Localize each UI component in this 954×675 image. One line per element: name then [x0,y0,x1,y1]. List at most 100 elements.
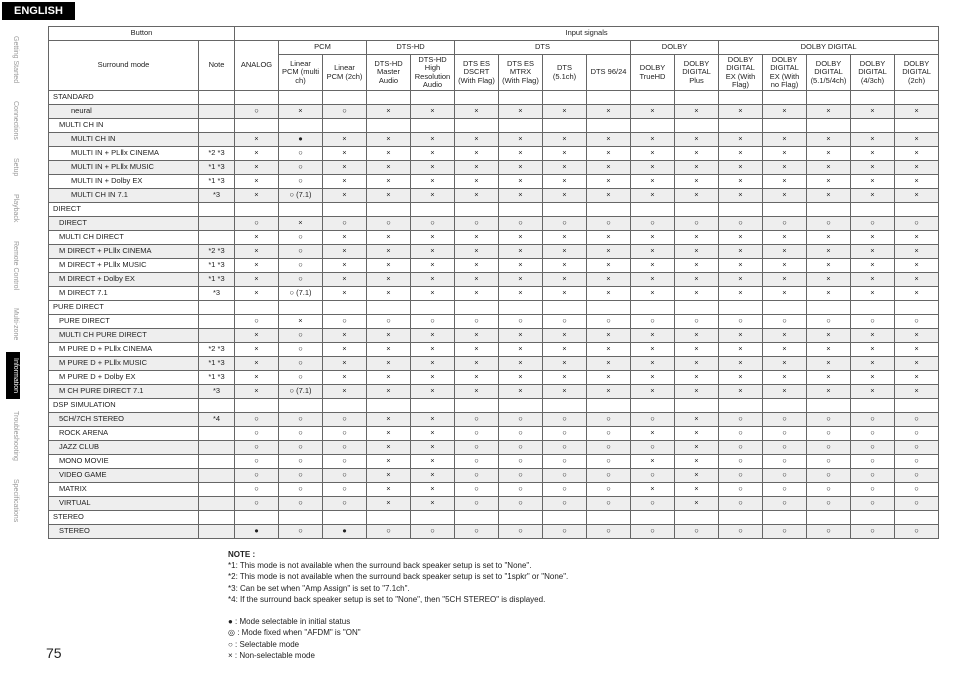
signal-cell: × [455,273,499,287]
mode-label: MULTI IN + PLⅡx MUSIC [49,161,199,175]
note-cell [199,231,235,245]
signal-cell: × [455,287,499,301]
signal-cell: × [323,259,367,273]
signal-cell: × [235,343,279,357]
section-DSP SIMULATION: DSP SIMULATION [49,399,199,413]
note-cell [199,441,235,455]
side-tab-playback[interactable]: Playback [6,188,20,228]
signal-cell: ○ [851,455,895,469]
signal-cell: × [411,371,455,385]
signal-cell: ○ [807,315,851,329]
signal-cell: × [543,105,587,119]
signal-cell: × [411,329,455,343]
signal-cell: × [587,231,631,245]
signal-cell: ○ [895,441,939,455]
mode-label: M DIRECT + PLⅡx MUSIC [49,259,199,273]
signal-cell: × [675,133,719,147]
signal-cell: × [499,245,543,259]
side-tab-getting-started[interactable]: Getting Started [6,30,20,89]
signal-cell: × [367,147,411,161]
signal-cell: ○ [895,413,939,427]
side-tab-troubleshooting[interactable]: Troubleshooting [6,405,20,467]
signal-cell: × [719,357,763,371]
signal-cell: ○ [807,217,851,231]
mode-label: PURE DIRECT [49,315,199,329]
side-tab-specifications[interactable]: Specifications [6,473,20,528]
note-cell: *1 *3 [199,273,235,287]
signal-cell: ○ [895,483,939,497]
signal-cell: ○ [499,315,543,329]
hdr-analog: ANALOG [235,41,279,91]
signal-cell: ○ [719,217,763,231]
side-tab-remote-control[interactable]: Remote Control [6,235,20,296]
mode-label: M DIRECT + Dolby EX [49,273,199,287]
side-tab-connections[interactable]: Connections [6,95,20,146]
signal-cell: × [323,133,367,147]
signal-cell: × [807,259,851,273]
signal-cell: ○ [895,217,939,231]
signal-cell: ○ [851,469,895,483]
signal-cell: ○ [279,469,323,483]
signal-cell: ○ [499,483,543,497]
signal-cell: × [367,105,411,119]
signal-cell: ○ [455,497,499,511]
signal-cell: ○ [895,315,939,329]
mode-label: MULTI IN + PLⅡx CINEMA [49,147,199,161]
notes-block: NOTE :*1: This mode is not available whe… [48,549,936,661]
signal-cell: × [851,189,895,203]
hdr-col-5: DTS-HD Master Audio [367,55,411,91]
signal-cell: × [587,133,631,147]
signal-cell: × [367,189,411,203]
signal-cell: ○ [367,217,411,231]
section-PURE DIRECT: PURE DIRECT [49,301,199,315]
signal-cell: ○ [323,413,367,427]
side-tab-information[interactable]: Information [6,352,20,399]
signal-cell: × [367,413,411,427]
signal-cell: ○ [631,497,675,511]
signal-cell: × [763,175,807,189]
signal-cell: × [367,259,411,273]
signal-cell: × [367,385,411,399]
signal-cell: × [763,329,807,343]
signal-cell: × [455,161,499,175]
hdr-surround-mode: Surround mode [49,41,199,91]
signal-cell: × [675,245,719,259]
signal-cell: × [455,189,499,203]
signal-cell: × [411,441,455,455]
legend-line: ◎ : Mode fixed when "AFDM" is "ON" [228,628,361,637]
signal-cell: × [499,147,543,161]
signal-cell: ○ [675,525,719,539]
signal-cell: × [587,161,631,175]
mode-label: ROCK ARENA [49,427,199,441]
side-tab-setup[interactable]: Setup [6,152,20,182]
signal-cell: ○ [763,413,807,427]
signal-cell: × [367,483,411,497]
note-line: *2: This mode is not available when the … [228,572,568,581]
signal-cell: × [323,175,367,189]
signal-cell: × [807,329,851,343]
signal-cell: × [411,147,455,161]
signal-cell: ○ [499,441,543,455]
signal-cell: ○ [763,427,807,441]
note-cell [199,105,235,119]
signal-cell: × [807,161,851,175]
signal-cell: × [543,385,587,399]
signal-cell: × [631,483,675,497]
signal-cell: ○ [235,441,279,455]
side-tab-multi-zone[interactable]: Multi-zone [6,302,20,346]
signal-cell: ○ [235,483,279,497]
signal-cell: × [367,455,411,469]
signal-cell: ○ [543,315,587,329]
signal-cell: ○ [411,315,455,329]
signal-cell: ○ [323,105,367,119]
signal-cell: × [411,497,455,511]
hdr-input-signals: Input signals [235,27,939,41]
signal-cell: ○ [455,483,499,497]
signal-cell: × [235,273,279,287]
signal-cell: ○ [499,217,543,231]
signal-cell: ○ [499,525,543,539]
signal-cell: × [851,329,895,343]
signal-cell: × [895,245,939,259]
signal-cell: × [367,497,411,511]
signal-cell: × [323,189,367,203]
